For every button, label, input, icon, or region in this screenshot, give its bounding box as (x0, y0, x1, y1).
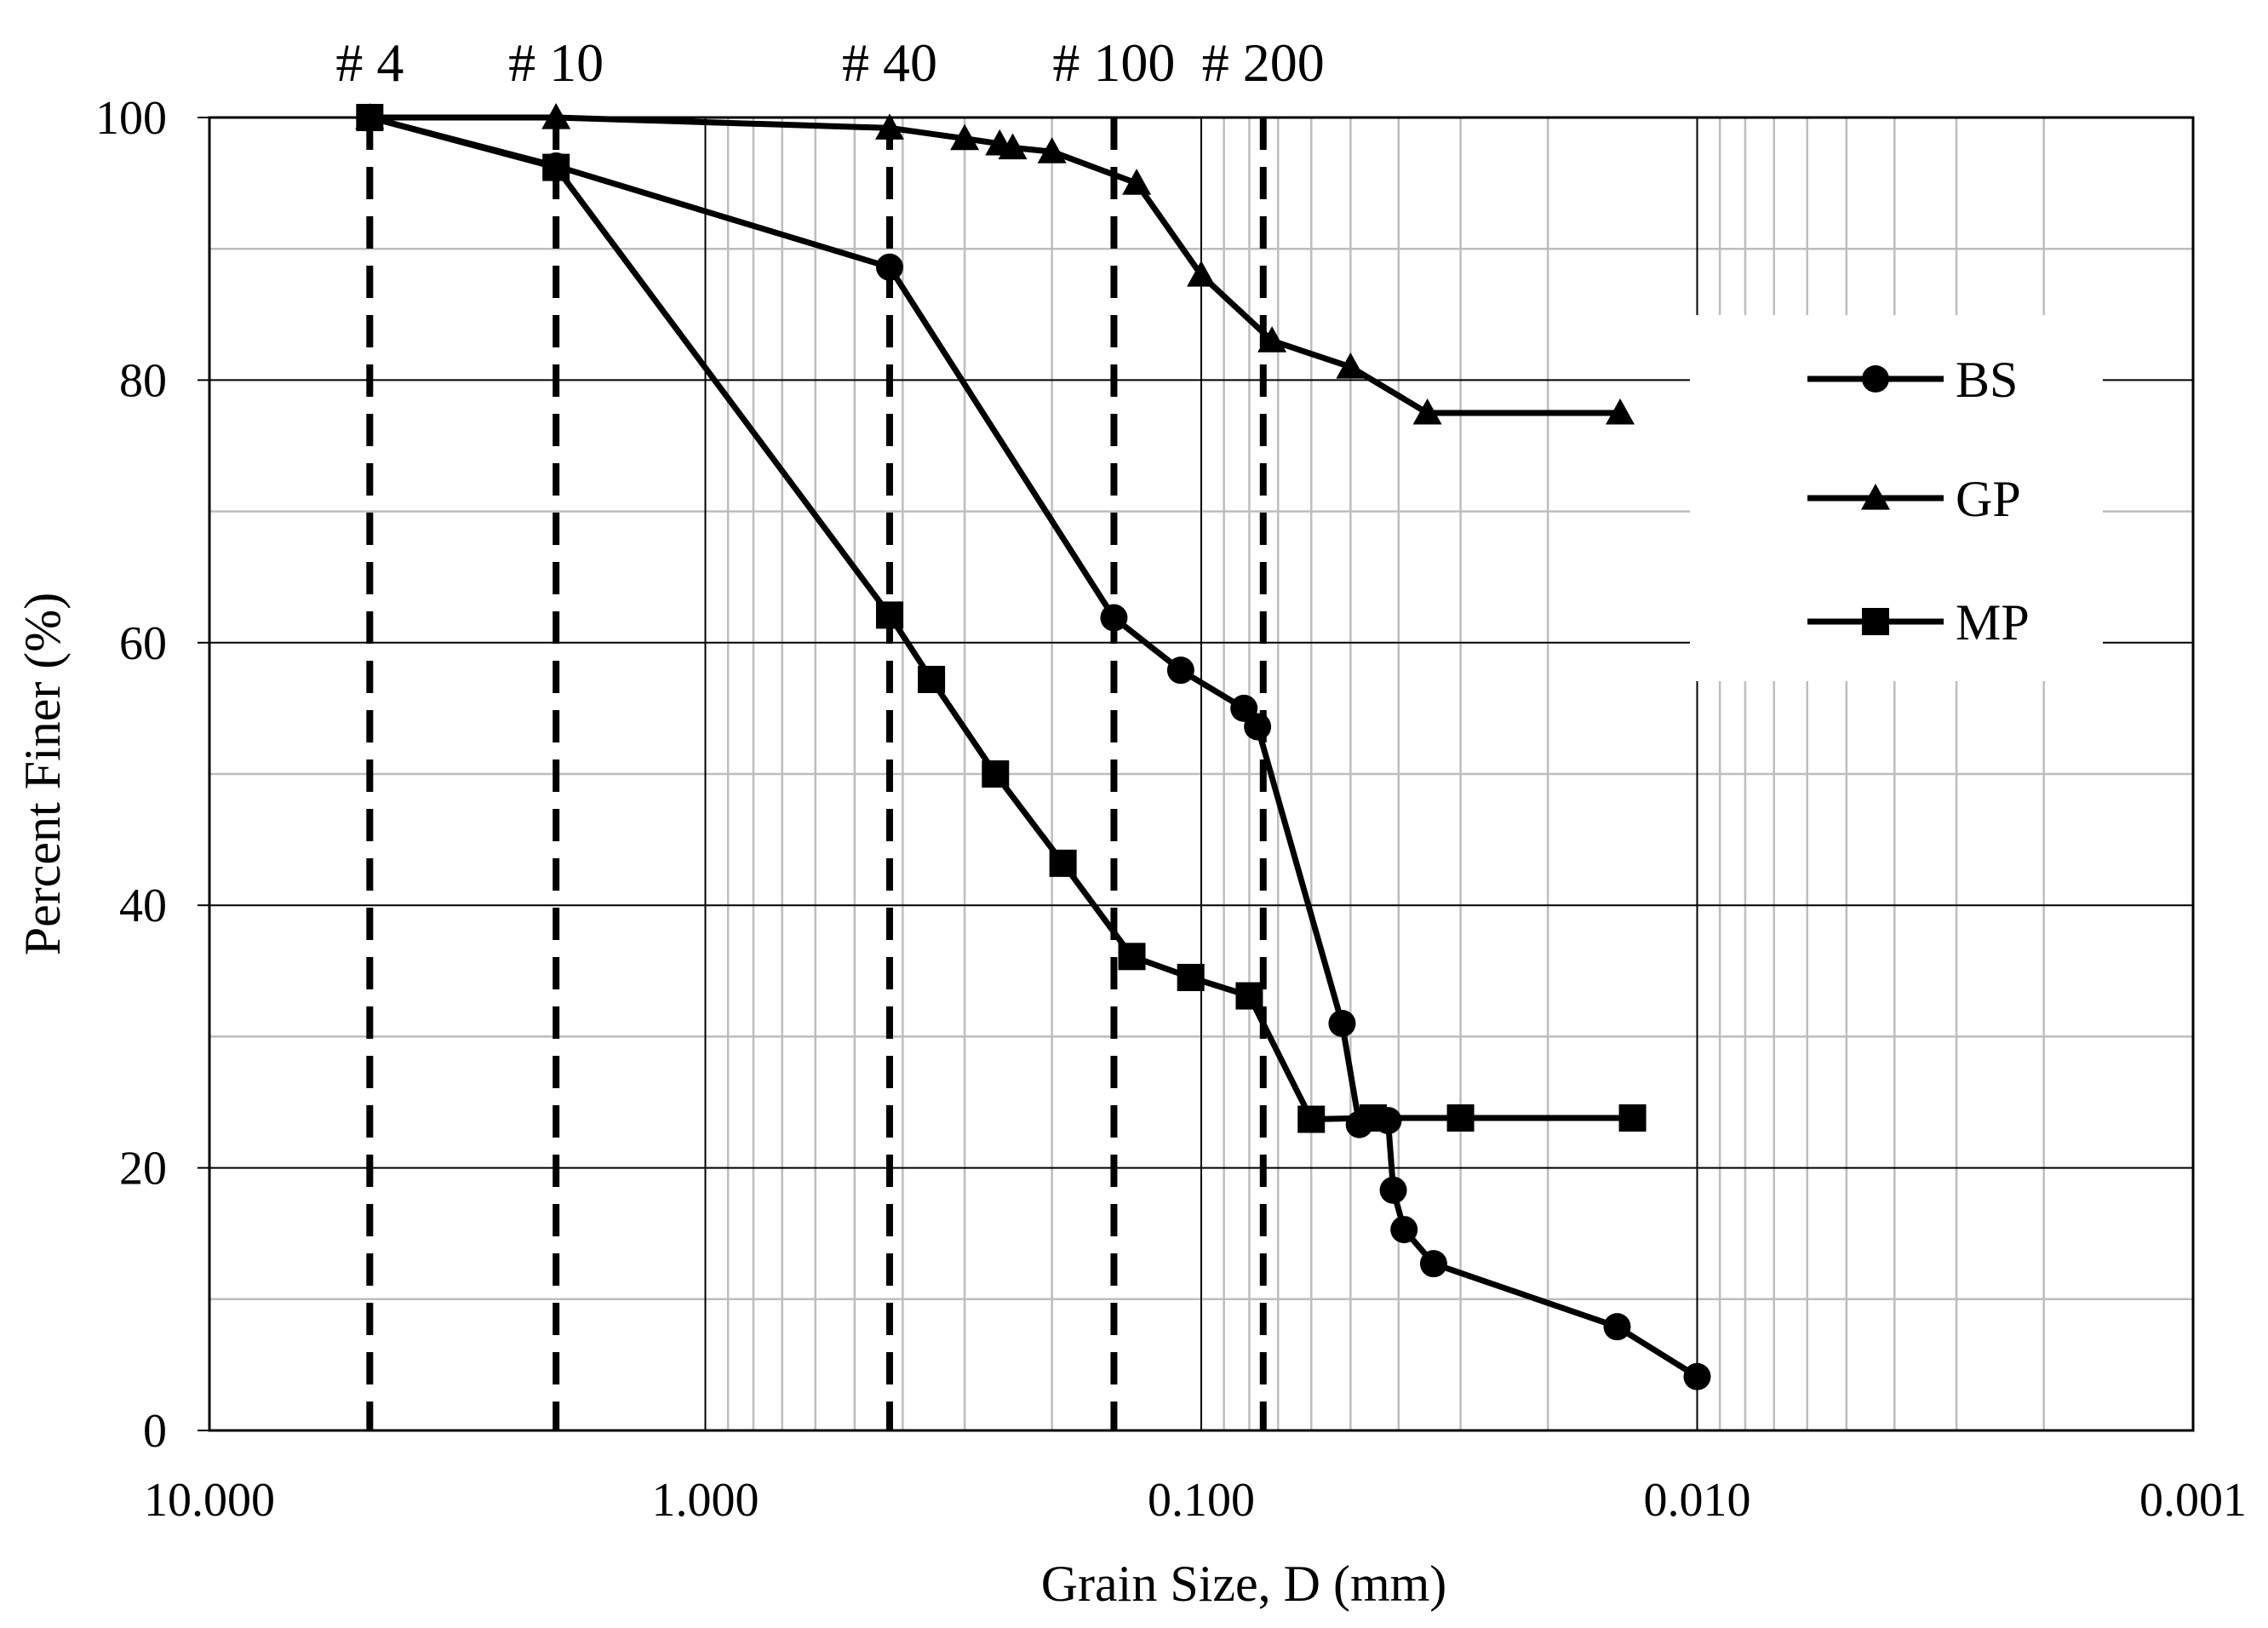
data-point-circle (1328, 1009, 1356, 1037)
series-line (369, 114, 1699, 1379)
data-point-circle (1683, 1362, 1711, 1390)
data-point-circle (1166, 656, 1194, 685)
x-tick-label: 10.000 (144, 1474, 275, 1527)
legend-label: MP (1956, 594, 2030, 651)
series-gp (355, 103, 1635, 425)
legend-label: BS (1956, 352, 2018, 408)
data-point-square (1618, 1104, 1647, 1132)
x-tick-label: 0.100 (1148, 1474, 1255, 1527)
data-point-triangle (950, 123, 980, 151)
data-point-triangle (1412, 398, 1442, 425)
data-point-square (1049, 849, 1077, 877)
data-point-triangle (1122, 169, 1152, 195)
data-point-square (1118, 943, 1146, 971)
series-mp (356, 104, 1647, 1133)
x-tick-label: 0.010 (1644, 1474, 1751, 1527)
y-tick-label: 40 (119, 880, 167, 932)
sieve-label: # 200 (1202, 32, 1325, 93)
legend: BS GP MP (1690, 315, 2103, 681)
data-series (355, 103, 1711, 1390)
data-point-triangle (541, 103, 571, 129)
legend-label: GP (1956, 471, 2021, 527)
y-tick-label: 60 (119, 617, 167, 670)
data-point-square (982, 760, 1010, 788)
y-axis-ticks: 0 20 40 60 80 100 (95, 92, 209, 1458)
data-point-square (1177, 964, 1205, 992)
x-tick-label: 1.000 (652, 1474, 759, 1527)
data-point-square (1297, 1105, 1326, 1133)
data-point-triangle (1336, 352, 1366, 379)
data-point-circle (875, 253, 903, 281)
data-point-square (1235, 982, 1263, 1010)
sieve-label: # 4 (335, 32, 404, 93)
data-point-square (356, 104, 384, 131)
y-tick-label: 100 (95, 92, 167, 145)
x-tick-label: 0.001 (2139, 1474, 2247, 1527)
x-axis-title: Grain Size, D (mm) (1041, 1556, 1447, 1612)
y-tick-label: 0 (143, 1405, 167, 1458)
data-point-triangle (1187, 261, 1216, 287)
plot-area-frame (208, 116, 2195, 1432)
sieve-label: # 100 (1052, 32, 1175, 93)
data-point-circle (1390, 1216, 1418, 1244)
x-axis-ticks: 10.000 1.000 0.100 0.010 0.001 (144, 1474, 2247, 1527)
data-point-circle (1244, 713, 1272, 741)
data-point-square (875, 601, 903, 629)
data-point-triangle (1606, 398, 1635, 425)
data-point-circle (1603, 1313, 1631, 1341)
data-point-square (918, 665, 946, 693)
data-point-circle (1862, 365, 1889, 393)
series-bs (356, 104, 1711, 1390)
data-point-triangle (874, 113, 904, 140)
data-point-circle (1419, 1250, 1447, 1278)
y-tick-label: 20 (119, 1143, 167, 1195)
y-tick-label: 80 (119, 354, 167, 407)
data-point-square (1360, 1104, 1388, 1132)
data-point-triangle (998, 133, 1028, 160)
sieve-label: # 10 (508, 32, 604, 93)
data-point-circle (1100, 604, 1128, 632)
data-point-square (1862, 608, 1889, 635)
sieve-label: # 40 (842, 32, 937, 93)
data-point-square (1446, 1104, 1475, 1132)
data-point-triangle (1037, 137, 1067, 163)
y-axis-title: Percent Finer (%) (14, 593, 71, 956)
data-point-circle (1379, 1176, 1407, 1204)
data-point-square (542, 153, 570, 181)
data-point-triangle (1861, 484, 1890, 510)
data-point-triangle (1257, 326, 1287, 353)
